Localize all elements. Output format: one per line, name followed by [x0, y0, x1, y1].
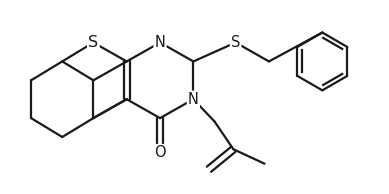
Text: S: S: [231, 35, 240, 50]
Text: S: S: [88, 35, 98, 50]
Text: N: N: [188, 92, 199, 107]
Text: O: O: [154, 145, 166, 160]
Text: N: N: [154, 35, 165, 50]
